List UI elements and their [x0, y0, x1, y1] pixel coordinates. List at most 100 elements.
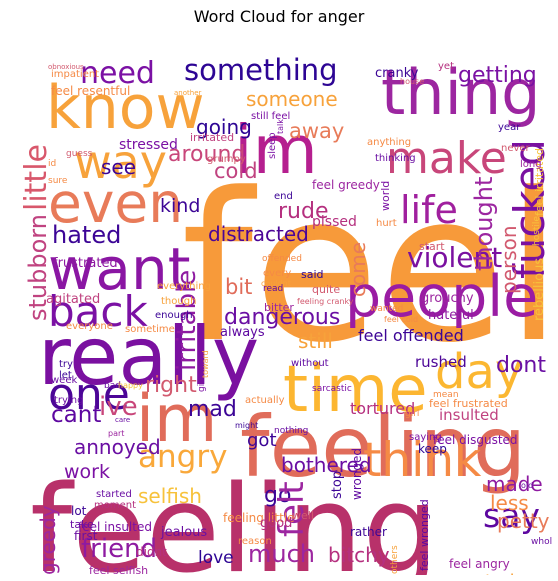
word-right: right	[145, 373, 197, 398]
word-sleep: sleep	[267, 132, 278, 159]
word-everyone: everyone	[66, 321, 113, 332]
word-bitter: bitter	[264, 301, 294, 314]
word-mad: mad	[188, 397, 237, 422]
word-feeling-cranky: feeling cranky	[297, 297, 354, 306]
word-grumpy: grumpy	[207, 154, 246, 165]
word-grouchy: grouchy	[421, 291, 474, 306]
word-feel: feel	[181, 150, 552, 388]
word-know: know	[46, 73, 205, 143]
word-thing: thing	[381, 56, 540, 129]
word-im: im	[136, 382, 217, 457]
word-give: give	[197, 372, 207, 392]
word-mean: mean	[433, 390, 459, 400]
word-irritated: irritated	[190, 131, 234, 144]
word-see: see	[101, 155, 136, 179]
word-think: think	[363, 433, 482, 488]
word-said: said	[301, 268, 324, 281]
word-might: might	[235, 421, 258, 430]
word-sometime: sometime	[125, 324, 175, 335]
word-take: take	[70, 518, 94, 531]
word-people: people	[345, 264, 538, 330]
word-feel-resentful: feel resentful	[51, 84, 130, 98]
word-feel-selfish: feel selfish	[89, 564, 148, 575]
word-obnoxious: obnoxious	[48, 63, 84, 71]
word-today: today	[485, 571, 537, 575]
word-didnt: didnt	[136, 545, 167, 559]
word-reason: reason	[238, 536, 272, 547]
word-around: around	[168, 142, 245, 167]
word-someone: someone	[246, 87, 338, 111]
word-life: life	[400, 188, 458, 232]
word-distracted: distracted	[208, 222, 309, 246]
word-rushed: rushed	[415, 353, 467, 371]
word-rebellious: rebellious	[532, 258, 547, 321]
word-jealous: jealous	[160, 525, 207, 540]
word-want: want	[48, 235, 190, 303]
word-feel-offended: feel offended	[358, 326, 464, 345]
word-bit: bit	[225, 275, 252, 299]
word-angry: angry	[138, 439, 227, 475]
word-felt: felt	[272, 481, 312, 537]
word-feel-irritated: feel irritated	[533, 148, 546, 216]
word-kind: kind	[160, 195, 200, 217]
word-wronged: wronged	[350, 448, 364, 500]
word-hateful: hateful	[428, 308, 474, 323]
word-one: one	[48, 369, 130, 420]
word-offended: offended	[262, 254, 302, 264]
word-first: first	[74, 529, 98, 543]
word-going: going	[196, 115, 252, 139]
word-frustrated: frustrated	[53, 256, 118, 271]
word-moment: moment	[94, 500, 136, 511]
word-cold: cold	[214, 159, 258, 183]
word-feeling: feeling	[240, 398, 526, 496]
word-everything: everything	[157, 281, 211, 292]
word-hostile: hostile	[532, 216, 542, 246]
word-say: say	[483, 496, 540, 535]
word-saying: saying	[409, 432, 442, 443]
word-little: little	[19, 144, 54, 211]
word-go: go	[264, 483, 291, 508]
word-tortured: tortured	[350, 399, 415, 418]
word-ive: ive	[99, 392, 138, 422]
word-way: way	[74, 135, 167, 189]
word-stubborn: stubborn	[24, 214, 52, 321]
word-agitated: agitated	[46, 292, 100, 307]
word-stop: stop	[330, 471, 345, 499]
word-without: without	[291, 358, 329, 369]
word-feel-insulted: feel insulted	[78, 520, 152, 534]
word-really: really	[38, 310, 259, 403]
word-girl: girl	[405, 409, 419, 419]
word-happy: happy	[118, 381, 143, 390]
word-feeling-little: feeling little	[223, 511, 295, 525]
word-another: another	[174, 89, 201, 97]
word-back: back	[48, 287, 148, 336]
word-getting: getting	[458, 63, 537, 88]
word-world: world	[379, 181, 392, 211]
word-old: old	[521, 481, 533, 490]
word-thought: thought	[470, 177, 498, 271]
word-toward: toward	[201, 350, 210, 378]
word-end: end	[274, 191, 293, 202]
word-made: made	[486, 472, 543, 496]
word-fucked: fucked	[505, 139, 552, 279]
word-nothing: nothing	[274, 426, 308, 436]
word-impatient: impatient	[51, 69, 99, 80]
chart-title: Word Cloud for anger	[193, 7, 365, 26]
word-hated: hated	[52, 221, 121, 249]
word-house: house	[400, 77, 424, 86]
word-every: every	[263, 268, 291, 279]
word-read: read	[263, 284, 283, 294]
word-talk: talk	[276, 119, 285, 134]
word-less: less	[490, 491, 529, 515]
word-even: even	[48, 171, 183, 235]
word-let: let	[59, 370, 72, 381]
word-though: though	[161, 296, 196, 307]
word-insulted: insulted	[439, 406, 499, 424]
word-anything: anything	[367, 137, 411, 148]
word-bad: bad	[104, 381, 121, 391]
word-feel-frustrated: feel frustrated	[429, 397, 508, 410]
word-much: much	[248, 540, 315, 568]
word-annoyed: annoyed	[74, 435, 161, 459]
word-week: week	[51, 375, 77, 386]
word-cranky: cranky	[375, 66, 419, 81]
